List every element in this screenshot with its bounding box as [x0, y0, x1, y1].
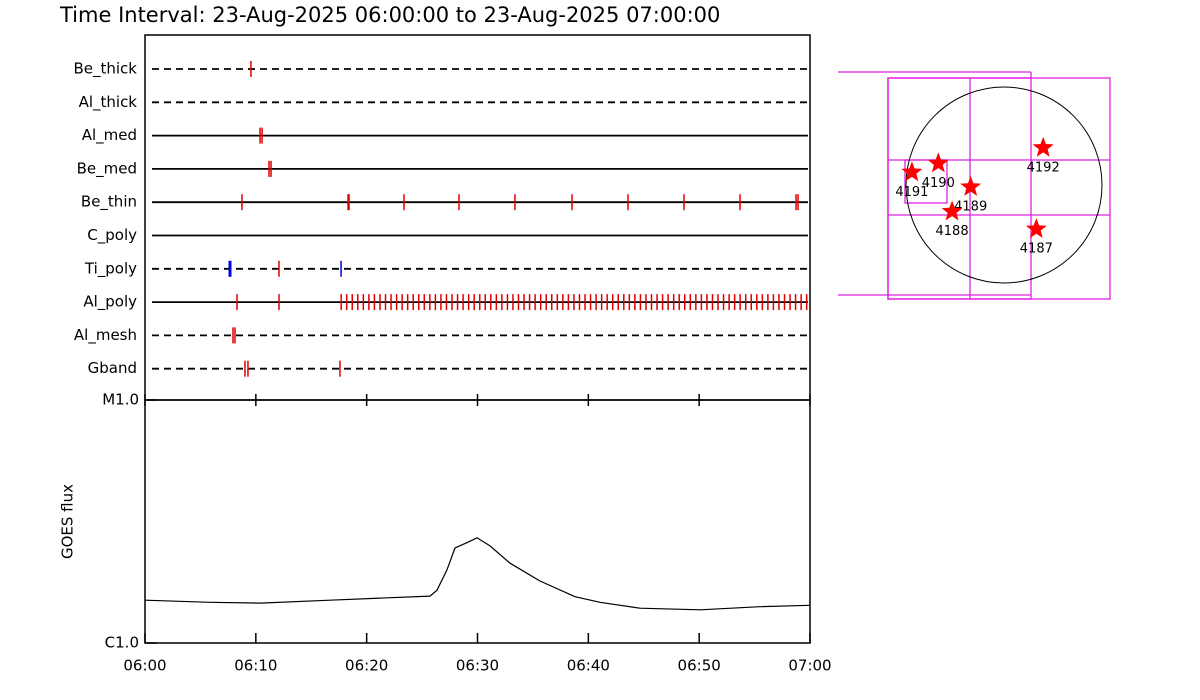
- x-tick-label: 06:10: [234, 657, 277, 675]
- row-label: Al_mesh: [74, 326, 137, 345]
- region-label: 4191: [895, 185, 928, 200]
- row-label: Ti_poly: [84, 259, 137, 278]
- active-region: [1032, 136, 1054, 157]
- region-label: 4190: [922, 176, 955, 191]
- active-region: [927, 152, 949, 173]
- y-tick-label: C1.0: [105, 634, 139, 652]
- row-label: Be_thin: [81, 193, 137, 212]
- region-label: 4189: [954, 199, 987, 214]
- y-axis-label: GOES flux: [59, 484, 77, 559]
- active-region: [901, 161, 923, 182]
- row-label: Al_thick: [79, 93, 138, 112]
- region-label: 4187: [1020, 242, 1053, 257]
- x-tick-label: 06:20: [345, 657, 388, 675]
- row-label: Gband: [88, 359, 137, 377]
- x-tick-label: 06:30: [456, 657, 499, 675]
- row-label: C_poly: [87, 226, 137, 245]
- x-tick-label: 07:00: [788, 657, 831, 675]
- row-label: Be_med: [77, 159, 137, 178]
- active-region: [941, 200, 963, 221]
- fov-box: [887, 77, 1032, 300]
- row-label: Al_med: [82, 126, 137, 145]
- solar-disk: [905, 86, 1103, 284]
- y-tick-label: M1.0: [102, 391, 139, 409]
- region-label: 4192: [1027, 160, 1060, 175]
- timeline-frame: [144, 34, 811, 401]
- x-tick-label: 06:50: [678, 657, 721, 675]
- active-region: [1025, 218, 1047, 238]
- row-label: Al_poly: [83, 293, 137, 312]
- goes-curve: [144, 537, 811, 611]
- goes-frame: [144, 399, 811, 644]
- title: Time Interval: 23-Aug-2025 06:00:00 to 2…: [59, 3, 720, 27]
- fov-box: [904, 159, 948, 204]
- x-tick-label: 06:00: [123, 657, 166, 675]
- region-label: 4188: [936, 224, 969, 239]
- active-region: [960, 176, 982, 196]
- x-tick-label: 06:40: [567, 657, 610, 675]
- row-label: Be_thick: [73, 60, 137, 79]
